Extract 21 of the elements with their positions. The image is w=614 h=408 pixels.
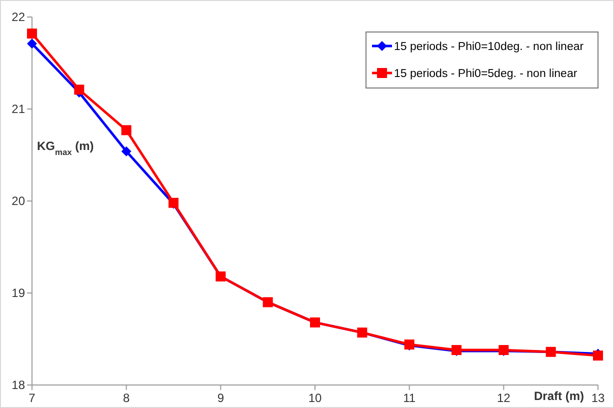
x-tick-label: 12 xyxy=(496,391,511,405)
x-tick-label: 13 xyxy=(591,391,605,405)
y-tick-label: 20 xyxy=(12,194,26,208)
x-tick-label: 8 xyxy=(122,391,130,405)
point xyxy=(121,146,132,156)
y-tick-label: 21 xyxy=(12,102,26,116)
point xyxy=(121,125,132,136)
y-tick-label: 22 xyxy=(12,10,26,24)
point xyxy=(74,84,84,95)
x-axis-title: Draft (m) xyxy=(534,389,584,403)
y-axis-title: KG$_{max}$ (m) xyxy=(37,139,94,157)
y-tick-label: 19 xyxy=(12,286,26,300)
x-tick-label: 11 xyxy=(403,391,416,405)
x-tick-label: 9 xyxy=(217,391,224,405)
y-tick-label: 18 xyxy=(12,378,26,392)
legend-label: 15 periods - Phi0=5deg. - non linear xyxy=(394,68,578,80)
x-tick-label: 10 xyxy=(308,391,322,405)
x-tick-label: 7 xyxy=(28,391,36,405)
legend-label: 15 periods - Phi0=10deg. - non linear xyxy=(394,41,584,54)
point xyxy=(27,28,37,39)
point xyxy=(27,38,37,49)
